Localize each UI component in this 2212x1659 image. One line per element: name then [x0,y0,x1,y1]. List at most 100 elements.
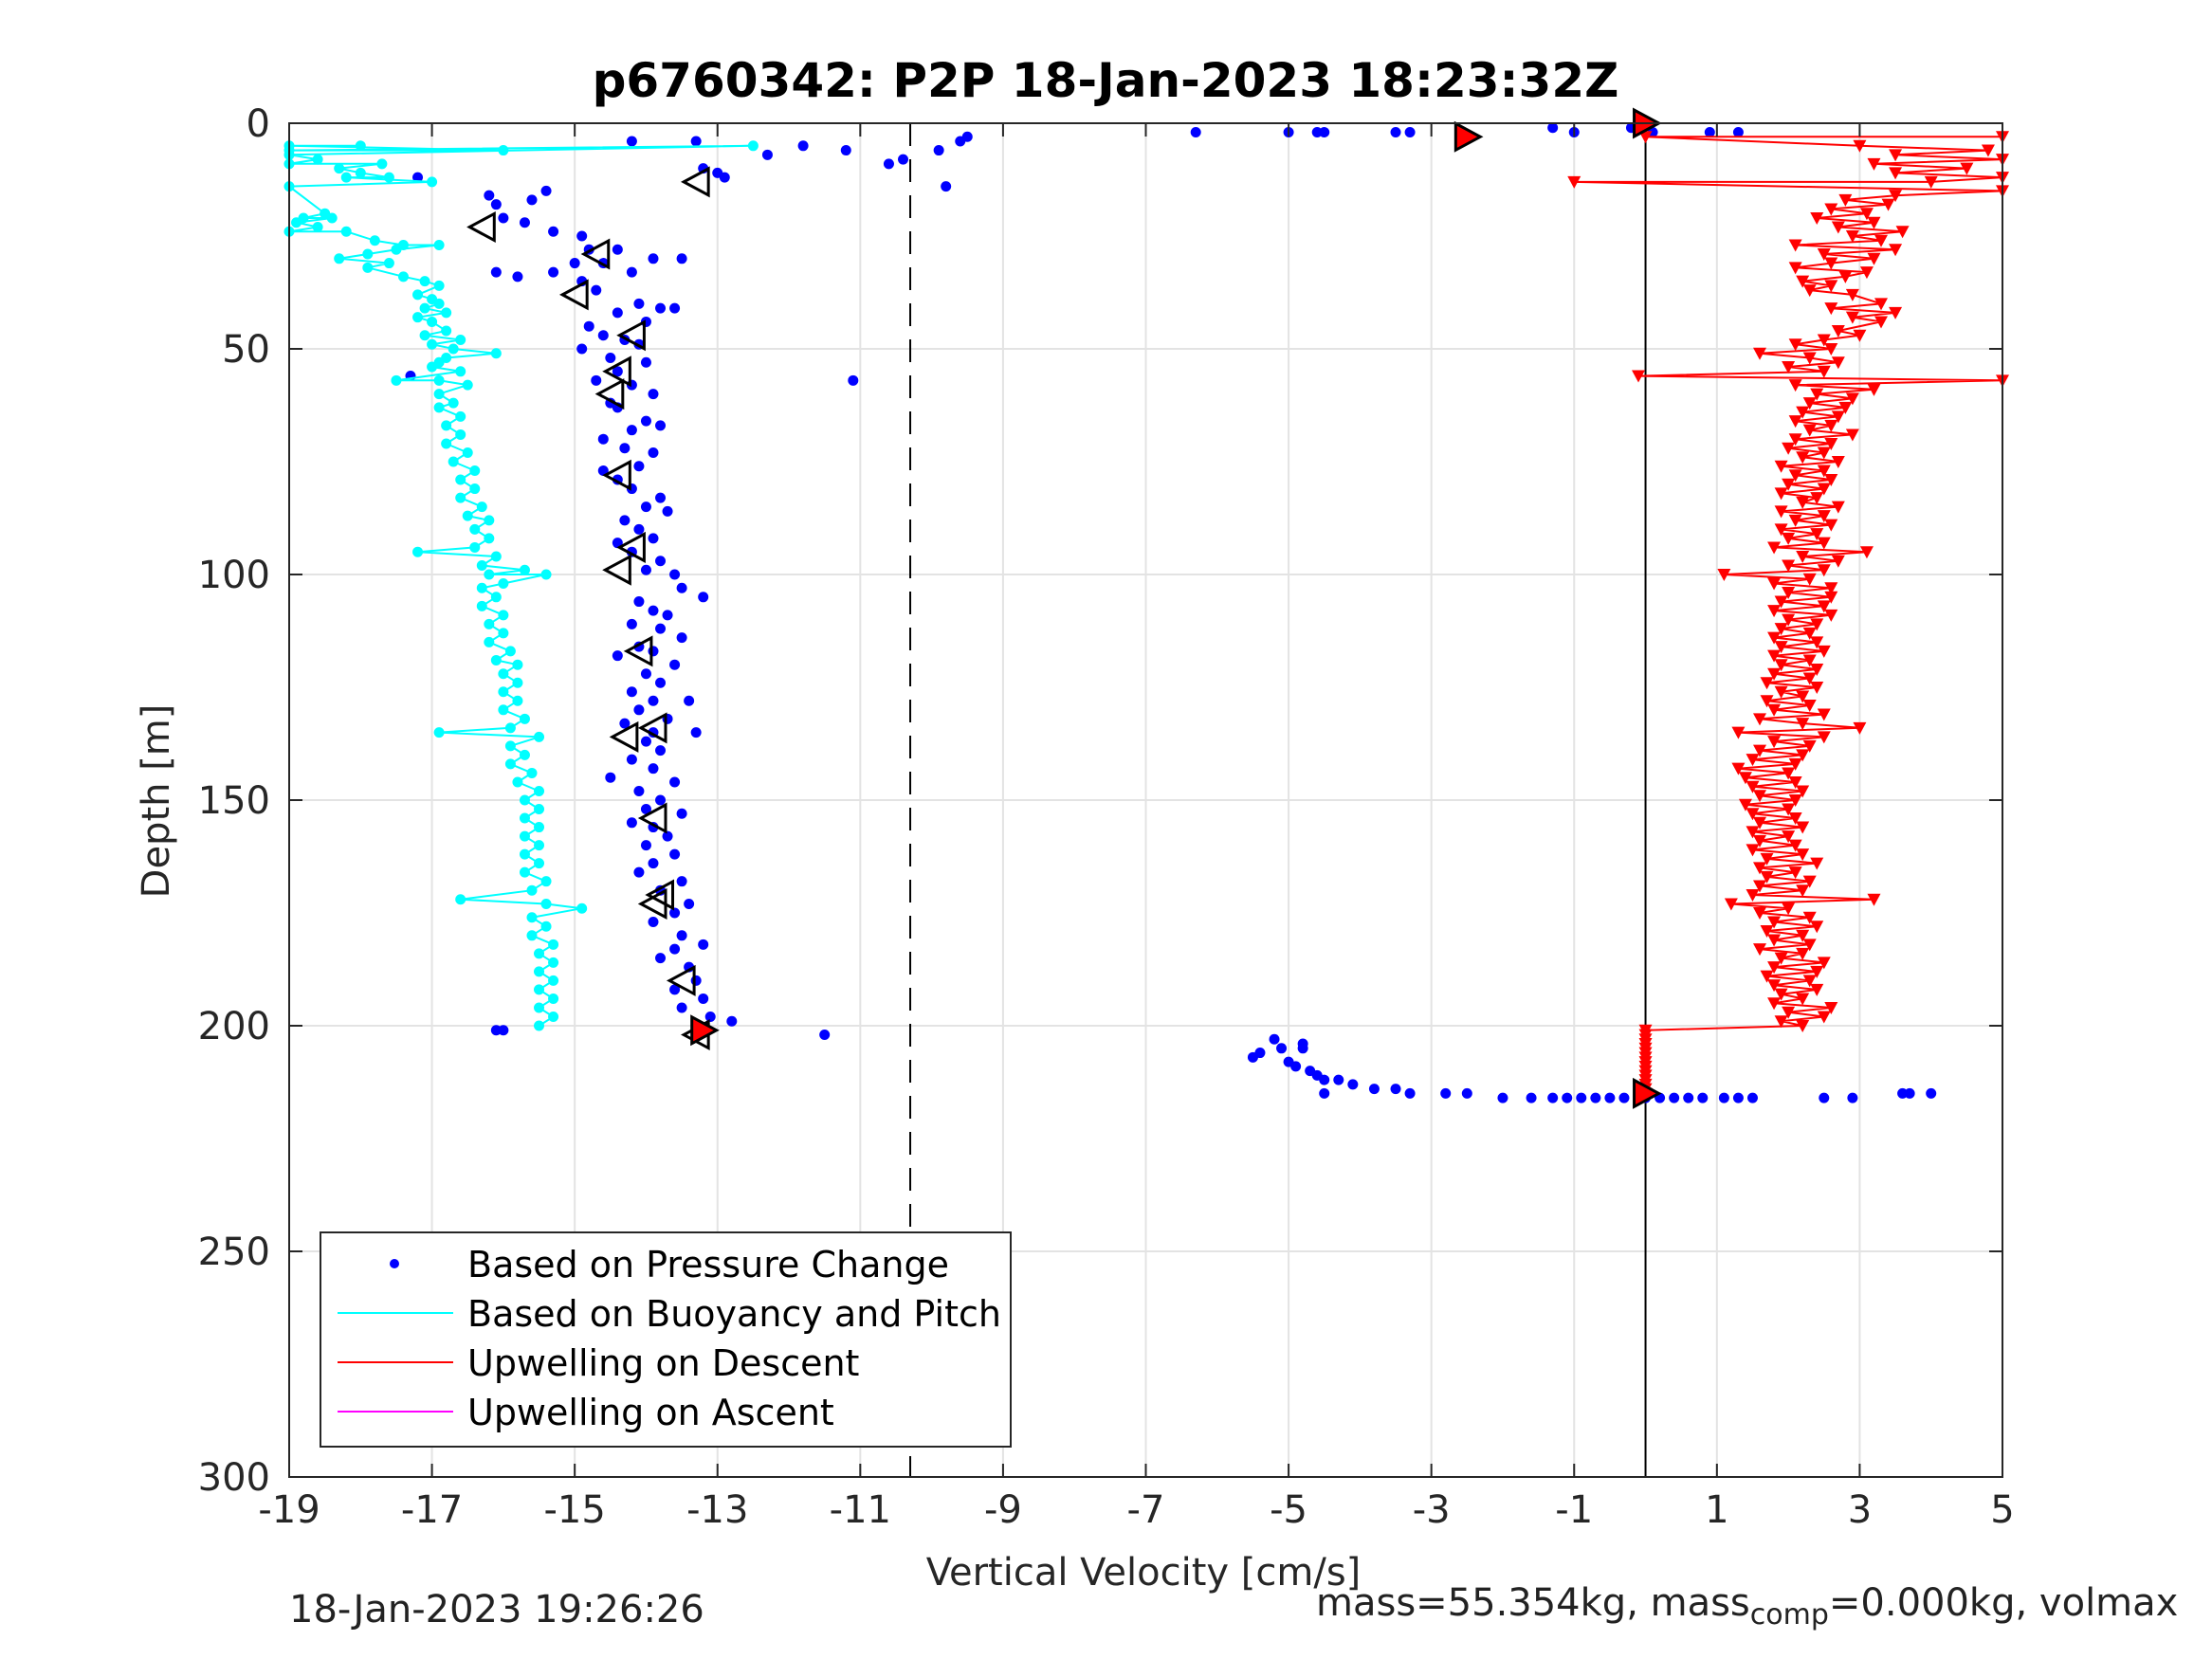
pressure-change-point [619,443,631,454]
pressure-change-point [655,677,667,688]
pressure-change-point [648,447,659,458]
buoyancy-pitch-point [534,840,545,851]
buoyancy-pitch-point [383,258,394,269]
pressure-change-point [519,217,530,228]
pressure-change-point [961,131,973,142]
upwelling-descent-point [1817,334,1831,347]
buoyancy-pitch-point [448,456,459,467]
buoyancy-pitch-point [519,749,530,760]
upwelling-descent-point [1831,221,1845,234]
upwelling-descent-point [1753,880,1767,893]
buoyancy-pitch-point [441,307,452,319]
upwelling-descent-point [1859,266,1874,280]
pressure-change-point [1311,127,1323,138]
upwelling-descent-point [1782,767,1796,780]
buoyancy-pitch-point [441,325,452,337]
pressure-change-point [648,763,659,775]
pressure-change-point [669,659,681,670]
upwelling-descent-point [1960,162,1974,175]
pressure-change-point [840,145,851,156]
upwelling-descent-point [1796,749,1810,762]
pressure-change-point [1404,127,1416,138]
upwelling-descent-point [1767,667,1782,681]
pressure-change-point [576,343,588,355]
buoyancy-pitch-point [455,474,466,485]
pressure-change-point [655,492,667,503]
x-tick-label: -5 [1270,1488,1307,1532]
buoyancy-pitch-point [369,235,380,246]
upwelling-descent-point [1774,595,1788,609]
pressure-change-point [655,420,667,431]
upwelling-descent-point [1817,447,1831,460]
x-tick-label: -9 [984,1488,1022,1532]
upwelling-descent-point [1760,852,1774,866]
x-tick-label: -13 [686,1488,748,1532]
buoyancy-pitch-point [504,722,516,734]
buoyancy-pitch-point [512,776,523,788]
footer-mass-text: mass=55.354kg, mass [1316,1581,1750,1625]
upwelling-descent-point [1817,708,1831,721]
red-filled-marker [1453,120,1484,153]
upwelling-descent-point [1796,550,1810,563]
pressure-change-point [662,610,673,621]
pressure-change-point [1618,1092,1630,1103]
upwelling-descent-point [1817,510,1831,523]
upwelling-descent-point [1859,208,1874,221]
pressure-change-point [619,515,631,526]
pressure-change-point [669,984,681,995]
pressure-change-point [676,582,687,593]
pressure-change-point [633,298,645,309]
upwelling-descent-point [1895,226,1910,239]
buoyancy-pitch-point [427,361,438,373]
upwelling-descent-point [1838,193,1853,207]
open-triangle-marker [602,459,631,491]
pressure-change-point [612,650,623,662]
open-triangle-marker [666,964,696,996]
buoyancy-pitch-point [498,145,509,156]
upwelling-descent-point [1889,190,1903,203]
pressure-change-point [648,253,659,264]
pressure-change-point [612,244,623,255]
pressure-change-point [669,302,681,314]
buoyancy-pitch-point [455,334,466,345]
pressure-change-point [612,366,623,377]
upwelling-descent-point [1817,365,1831,378]
buoyancy-pitch-point [433,280,445,291]
pressure-change-point [540,185,552,196]
pressure-change-point [883,158,894,170]
upwelling-descent-point [1889,306,1903,319]
open-triangle-marker [616,319,646,352]
buoyancy-pitch-point [498,704,509,716]
buoyancy-pitch-point [312,221,323,232]
buoyancy-pitch-point [540,876,552,887]
pressure-change-point [648,858,659,869]
pressure-change-point [633,866,645,878]
upwelling-descent-point [1845,428,1859,442]
buoyancy-pitch-point [433,240,445,251]
upwelling-descent-point [1810,965,1824,978]
pressure-change-point [1440,1087,1452,1099]
upwelling-descent-point [1845,230,1859,243]
buoyancy-pitch-point [534,948,545,959]
upwelling-descent-point [1867,216,1881,229]
upwelling-descent-point [1824,419,1838,432]
buoyancy-pitch-point [484,636,495,647]
chart-title: p6760342: P2P 18-Jan-2023 18:23:32Z [593,53,1619,108]
upwelling-descent-point [1632,370,1646,383]
buoyancy-pitch-point [376,158,388,170]
pressure-change-point [698,592,709,603]
upwelling-descent-point [1810,211,1824,225]
upwelling-descent-point [1788,514,1802,527]
pressure-change-point [648,917,659,928]
upwelling-descent-point [1774,952,1788,965]
upwelling-descent-point [1796,690,1810,703]
upwelling-descent-point [1767,649,1782,663]
pressure-change-point [626,266,637,278]
pressure-change-point [605,353,616,364]
upwelling-descent-point [1753,943,1767,957]
buoyancy-pitch-point [534,1002,545,1013]
upwelling-descent-point [1767,961,1782,975]
pressure-change-point [1904,1087,1915,1099]
pressure-change-point [490,199,502,210]
